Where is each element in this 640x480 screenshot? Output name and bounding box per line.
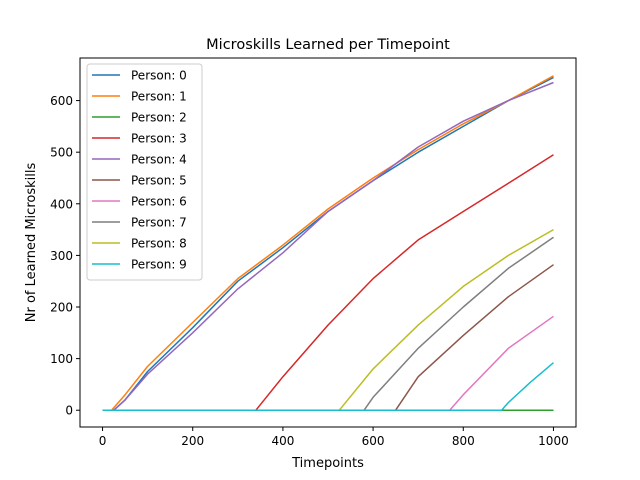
series-line-person-3 <box>102 154 554 411</box>
legend: Person: 0 Person: 1 Person: 2 Person: 3 Pers… <box>86 63 203 281</box>
plot-area-frame <box>79 57 577 428</box>
y-tick-label: 200 <box>50 301 73 315</box>
y-axis-label: Nr of Learned Microskills <box>24 163 39 323</box>
legend-label: Person: 2 <box>131 111 187 125</box>
y-axis-ticks: 0 100 200 300 400 500 600 <box>50 94 80 418</box>
series-line-person-9 <box>102 362 554 411</box>
plot-lines <box>102 75 554 411</box>
x-tick-label: 1000 <box>538 434 569 448</box>
legend-label: Person: 3 <box>131 132 187 146</box>
legend-label: Person: 5 <box>131 174 187 188</box>
legend-label: Person: 8 <box>131 237 187 251</box>
legend-label: Person: 9 <box>131 258 187 272</box>
legend-label: Person: 1 <box>131 90 187 104</box>
y-tick-label: 400 <box>50 197 73 211</box>
y-tick-label: 600 <box>50 94 73 108</box>
chart-title: Microskills Learned per Timepoint <box>206 37 450 53</box>
legend-label: Person: 6 <box>131 195 187 209</box>
x-tick-label: 600 <box>362 434 385 448</box>
legend-label: Person: 4 <box>131 153 187 167</box>
legend-label: Person: 0 <box>131 69 187 83</box>
y-tick-label: 300 <box>50 249 73 263</box>
series-line-person-4 <box>102 81 554 411</box>
x-tick-label: 0 <box>99 434 107 448</box>
x-tick-label: 400 <box>271 434 294 448</box>
legend-box <box>86 63 203 281</box>
y-tick-label: 500 <box>50 146 73 160</box>
y-tick-label: 0 <box>65 404 73 418</box>
x-tick-label: 200 <box>181 434 204 448</box>
legend-label: Person: 7 <box>131 216 187 230</box>
x-axis-label: Timepoints <box>291 456 364 471</box>
x-tick-label: 800 <box>452 434 475 448</box>
x-axis-ticks: 0 200 400 600 800 1000 <box>99 427 569 448</box>
series-line-person-1 <box>102 75 554 411</box>
y-tick-label: 100 <box>50 352 73 366</box>
